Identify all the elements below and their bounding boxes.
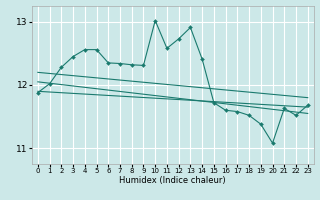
X-axis label: Humidex (Indice chaleur): Humidex (Indice chaleur)	[119, 176, 226, 185]
